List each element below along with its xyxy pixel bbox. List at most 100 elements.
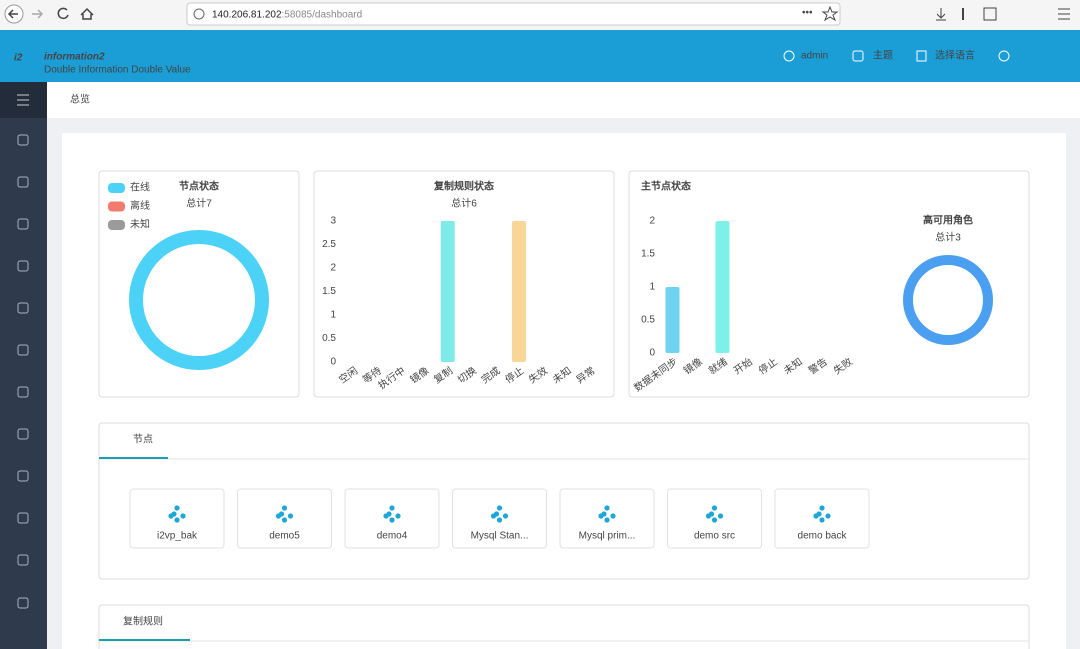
sidebar-item[interactable] bbox=[17, 218, 29, 230]
node-icon-dot bbox=[281, 505, 288, 511]
breadcrumb: 总览 bbox=[70, 93, 90, 106]
legend-label: 离线 bbox=[130, 199, 150, 212]
chart-title: 节点状态 bbox=[179, 180, 219, 193]
tab-card bbox=[98, 604, 1030, 649]
donut-segment bbox=[129, 230, 269, 370]
reload-button[interactable] bbox=[57, 7, 69, 20]
node-icon-dot bbox=[717, 513, 724, 519]
y-tick-label: 1.5 bbox=[641, 249, 655, 260]
y-tick-label: 0.5 bbox=[641, 315, 655, 326]
node-label: Mysql prim... bbox=[579, 531, 636, 542]
chart-title: 主节点状态 bbox=[641, 180, 691, 193]
chart-title: 复制规则状态 bbox=[433, 180, 494, 193]
node-icon-dot bbox=[389, 505, 395, 511]
menu-icon[interactable] bbox=[1058, 8, 1070, 20]
node-icon-dot bbox=[711, 505, 718, 511]
node-icon-dot bbox=[604, 505, 610, 511]
chart-subtitle: 总计7 bbox=[186, 197, 212, 210]
sidebar-item[interactable] bbox=[17, 176, 29, 188]
sidebar-item[interactable] bbox=[17, 260, 29, 272]
node-icon-dot bbox=[389, 517, 395, 523]
y-tick-label: 2 bbox=[330, 263, 336, 274]
sidebar-item[interactable] bbox=[17, 302, 29, 314]
y-tick-label: 3 bbox=[330, 216, 336, 227]
bar bbox=[665, 287, 680, 353]
sidebar-item[interactable] bbox=[17, 428, 29, 440]
node-icon-dot bbox=[496, 517, 503, 523]
node-icon-dot bbox=[601, 511, 607, 517]
y-tick-label: 2.5 bbox=[322, 239, 336, 250]
y-tick-label: 1.5 bbox=[322, 286, 336, 297]
sidebar-item[interactable] bbox=[17, 386, 29, 398]
sidebar-item[interactable] bbox=[17, 344, 29, 356]
node-icon-dot bbox=[825, 513, 831, 519]
sidebar-item[interactable] bbox=[17, 512, 29, 524]
url-host: 140.206.81.202 bbox=[212, 9, 282, 20]
node-icon-dot bbox=[819, 505, 825, 511]
bookmark-star[interactable] bbox=[821, 5, 839, 22]
node-icon-dot bbox=[281, 517, 288, 523]
header bbox=[0, 30, 1080, 82]
tab-underline bbox=[99, 457, 168, 459]
node-icon-dot bbox=[171, 511, 177, 517]
chart-title: 高可用角色 bbox=[923, 214, 973, 227]
library-icon[interactable] bbox=[962, 8, 964, 20]
node-label: demo4 bbox=[377, 531, 408, 542]
y-tick-label: 0 bbox=[330, 357, 336, 368]
user-icon bbox=[783, 50, 795, 62]
logo-mark: i2 bbox=[14, 53, 23, 64]
toggle-icon bbox=[17, 94, 29, 106]
user[interactable]: admin bbox=[801, 51, 828, 62]
theme-icon bbox=[852, 50, 864, 62]
home-button[interactable] bbox=[80, 7, 94, 20]
node-icon-dot bbox=[180, 513, 186, 519]
theme[interactable]: 主题 bbox=[873, 50, 893, 62]
tab[interactable]: 节点 bbox=[133, 434, 153, 446]
sidebar-icon[interactable] bbox=[983, 7, 997, 21]
node-icon-dot bbox=[287, 513, 294, 519]
tab[interactable]: 复制规则 bbox=[123, 615, 163, 628]
sidebar-item[interactable] bbox=[17, 134, 29, 146]
node-icon-dot bbox=[708, 511, 715, 517]
node-label: demo src bbox=[694, 531, 735, 542]
sidebar-item[interactable] bbox=[17, 597, 29, 609]
bar bbox=[440, 221, 455, 362]
chart-subtitle: 总计3 bbox=[935, 231, 961, 244]
legend-swatch bbox=[108, 183, 125, 193]
help-icon[interactable] bbox=[998, 50, 1010, 62]
info-icon[interactable] bbox=[193, 8, 205, 20]
legend-swatch bbox=[108, 201, 125, 212]
legend-swatch bbox=[108, 220, 125, 230]
node-icon-dot bbox=[395, 513, 401, 519]
tab-underline bbox=[99, 639, 190, 641]
forward-button[interactable] bbox=[32, 9, 44, 19]
node-icon-dot bbox=[816, 511, 822, 517]
breadcrumb-bar bbox=[47, 82, 1080, 118]
sidebar-item[interactable] bbox=[17, 554, 29, 566]
tagline: Double Information Double Value bbox=[44, 65, 191, 76]
legend-label: 在线 bbox=[130, 181, 150, 194]
url-box[interactable] bbox=[186, 2, 841, 26]
node-icon-dot bbox=[278, 511, 285, 517]
y-tick-label: 1 bbox=[649, 282, 655, 293]
node-icon-dot bbox=[819, 517, 825, 523]
y-tick-label: 0 bbox=[649, 348, 655, 359]
back-icon bbox=[7, 9, 18, 19]
sidebar bbox=[0, 82, 47, 649]
bar bbox=[715, 221, 730, 353]
node-icon-dot bbox=[174, 505, 180, 511]
download-icon[interactable] bbox=[936, 8, 946, 21]
y-tick-label: 2 bbox=[649, 216, 655, 227]
language[interactable]: 选择语言 bbox=[935, 49, 975, 62]
menu-dots[interactable]: ••• bbox=[802, 8, 813, 19]
node-icon-dot bbox=[496, 505, 503, 511]
logo: information2 bbox=[44, 52, 105, 63]
node-icon-dot bbox=[493, 511, 500, 517]
node-icon-dot bbox=[386, 511, 392, 517]
node-icon-dot bbox=[610, 513, 616, 519]
sidebar-item[interactable] bbox=[17, 470, 29, 482]
node-label: i2vp_bak bbox=[157, 531, 198, 542]
node-icon-dot bbox=[502, 513, 509, 519]
